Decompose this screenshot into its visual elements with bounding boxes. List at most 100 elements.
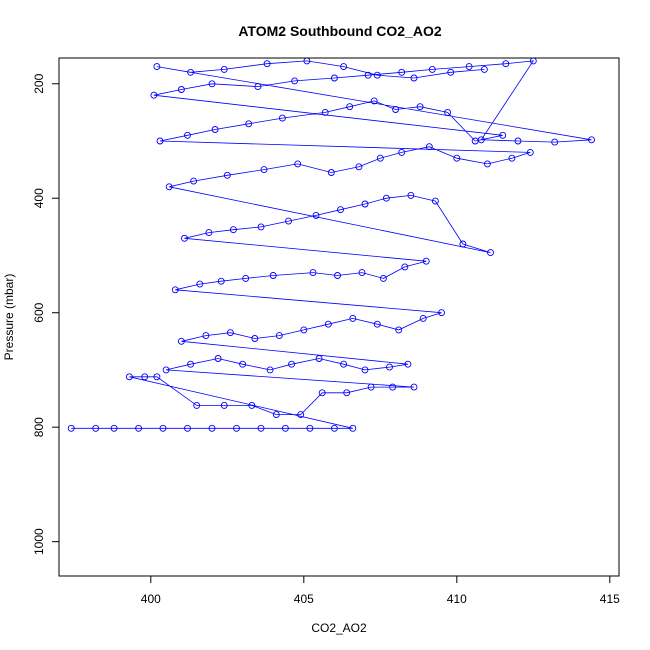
data-point — [153, 63, 161, 71]
y-tick-label: 400 — [32, 188, 46, 208]
data-point — [358, 269, 366, 277]
data-point — [220, 65, 228, 73]
data-point — [361, 366, 369, 374]
data-point — [330, 424, 338, 432]
data-point — [407, 191, 415, 199]
data-point — [370, 97, 378, 105]
data-point — [447, 68, 455, 76]
data-point — [321, 108, 329, 116]
x-tick-label: 415 — [600, 592, 620, 606]
data-point — [367, 383, 375, 391]
data-point — [208, 80, 216, 88]
data-point — [401, 263, 409, 271]
y-tick-label: 600 — [32, 302, 46, 322]
data-point — [288, 360, 296, 368]
data-point — [349, 424, 357, 432]
data-point — [184, 424, 191, 432]
data-point — [459, 240, 467, 248]
data-point — [373, 71, 381, 79]
data-point — [382, 194, 390, 202]
data-point — [337, 206, 344, 214]
data-point — [309, 269, 317, 277]
data-point — [410, 74, 418, 82]
data-point — [187, 68, 195, 76]
data-point — [208, 424, 216, 432]
data-point — [588, 136, 595, 144]
y-axis: 200 400 600 800 1000 — [32, 73, 60, 555]
data-point — [502, 60, 510, 68]
data-point — [223, 171, 231, 179]
data-point — [239, 360, 247, 368]
data-point — [315, 355, 323, 362]
data-point — [297, 411, 305, 419]
data-point — [291, 77, 299, 85]
data-point — [202, 332, 210, 340]
data-point — [275, 332, 283, 340]
data-point — [526, 148, 534, 156]
data-point — [248, 401, 256, 409]
data-point — [340, 360, 348, 368]
data-point — [110, 424, 118, 432]
data-point — [343, 389, 351, 397]
data-point — [483, 160, 491, 168]
data-point — [487, 249, 494, 257]
data-point — [480, 65, 488, 73]
data-point — [153, 373, 161, 381]
data-point — [306, 424, 314, 432]
x-tick-label: 400 — [141, 592, 161, 606]
data-point — [340, 63, 348, 71]
x-axis-label: CO2_AO2 — [311, 621, 367, 635]
data-point — [416, 103, 424, 111]
data-point — [477, 136, 485, 144]
data-point — [193, 401, 201, 409]
series-line — [71, 60, 592, 429]
data-point — [171, 286, 179, 294]
data-point — [300, 326, 308, 334]
data-point — [425, 143, 433, 151]
data-point — [184, 131, 191, 139]
data-point — [361, 200, 369, 208]
data-point — [318, 389, 326, 397]
data-point — [196, 280, 204, 288]
data-point — [499, 131, 507, 139]
data-point — [156, 137, 164, 145]
series-layer — [67, 57, 595, 432]
data-point — [214, 355, 222, 362]
data-point — [266, 366, 274, 374]
y-tick-label: 800 — [32, 417, 46, 437]
data-point — [135, 424, 143, 432]
data-point — [312, 211, 320, 219]
data-point — [389, 383, 397, 391]
data-point — [386, 363, 393, 371]
data-point — [551, 138, 559, 146]
data-point — [150, 91, 158, 99]
data-point — [125, 373, 133, 381]
data-point — [226, 329, 234, 337]
data-point — [217, 277, 225, 285]
y-axis-label: Pressure (mbar) — [2, 274, 16, 361]
data-point — [376, 154, 384, 162]
data-point — [281, 424, 289, 432]
data-point — [269, 272, 277, 279]
data-point — [165, 183, 173, 191]
data-point — [257, 424, 265, 432]
chart-title: ATOM2 Southbound CO2_AO2 — [238, 23, 441, 39]
data-point — [346, 103, 354, 111]
data-point — [392, 106, 400, 113]
data-point — [260, 166, 268, 174]
data-point — [334, 272, 341, 279]
data-point — [187, 360, 195, 368]
data-point — [364, 71, 372, 79]
data-point — [257, 223, 265, 231]
data-point — [398, 68, 406, 76]
data-point — [438, 309, 445, 317]
data-point — [245, 120, 253, 128]
y-tick-label: 1000 — [32, 528, 46, 555]
data-point — [404, 360, 412, 368]
data-point — [431, 197, 439, 205]
data-point — [272, 411, 280, 419]
data-point — [294, 160, 302, 168]
data-point — [514, 137, 522, 145]
data-point — [251, 335, 259, 342]
